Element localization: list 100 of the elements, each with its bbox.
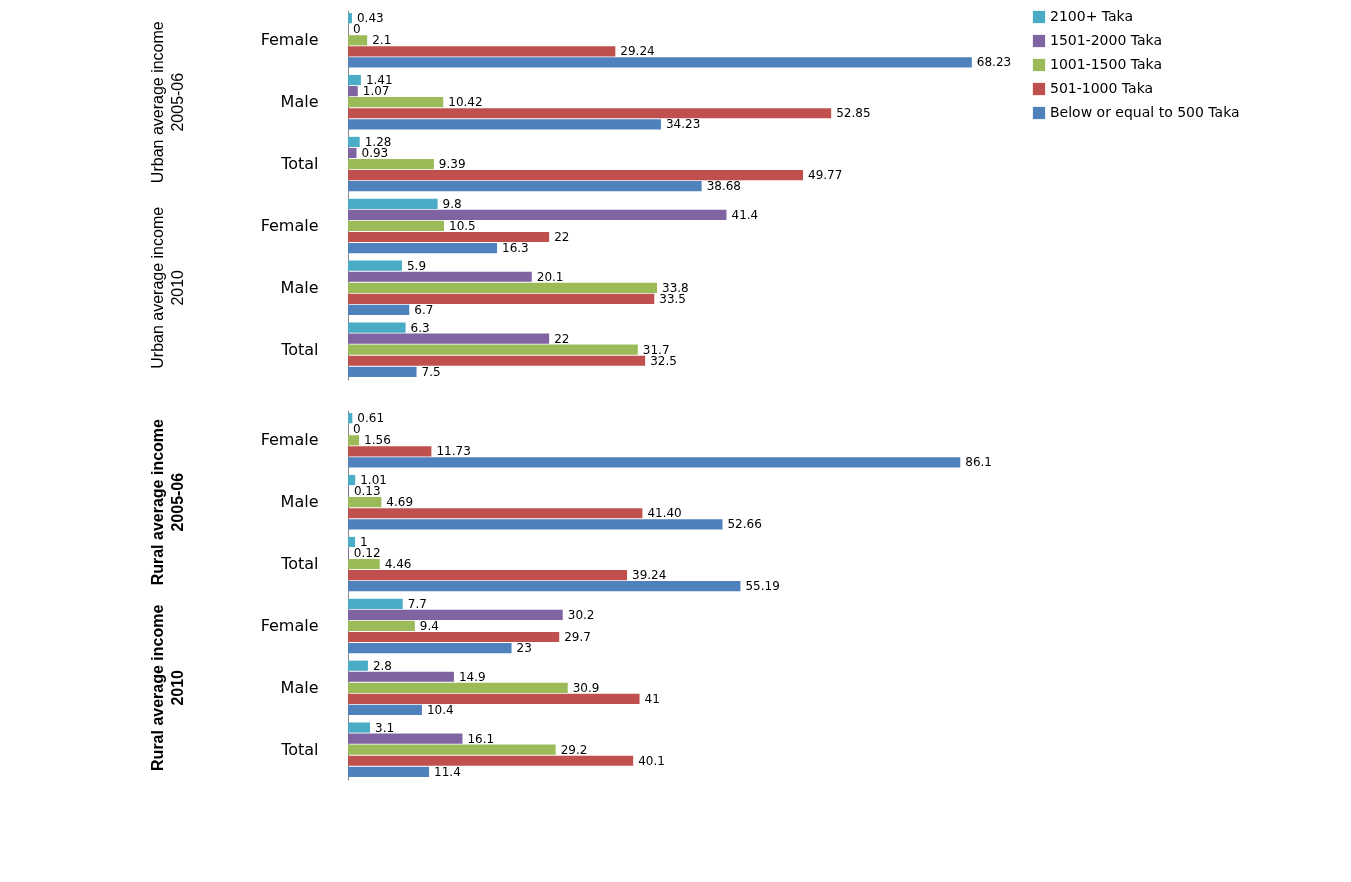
legend-label: 1501-2000 Taka bbox=[1050, 32, 1163, 48]
data-label: 11.73 bbox=[436, 444, 471, 459]
bar bbox=[348, 333, 550, 344]
y-tick-label: Male bbox=[280, 677, 319, 697]
data-label: 41.40 bbox=[647, 506, 682, 521]
bar bbox=[348, 536, 356, 548]
legend-label: 1001-1500 Taka bbox=[1050, 56, 1163, 72]
bar bbox=[348, 497, 382, 508]
data-label: 7.7 bbox=[407, 596, 427, 611]
legend-label: 501-1000 Taka bbox=[1050, 80, 1154, 96]
bar bbox=[348, 119, 661, 130]
data-label: 10.5 bbox=[449, 218, 476, 233]
y-tick-label: Total bbox=[280, 739, 319, 759]
y-tick-label: Male bbox=[280, 492, 319, 512]
y-tick-label: Male bbox=[280, 277, 319, 297]
data-label: 41.4 bbox=[731, 207, 759, 222]
data-label: 1.56 bbox=[364, 433, 391, 448]
data-label: 38.68 bbox=[706, 179, 742, 194]
bar bbox=[348, 733, 463, 744]
bar bbox=[348, 598, 403, 609]
data-label: 52.66 bbox=[727, 517, 762, 532]
bar bbox=[348, 97, 444, 108]
data-label: 41 bbox=[644, 691, 660, 706]
data-label: 1.28 bbox=[364, 134, 392, 149]
bar bbox=[348, 209, 727, 220]
data-label: 5.9 bbox=[406, 258, 427, 273]
data-label: 4.46 bbox=[384, 557, 412, 572]
bar bbox=[348, 519, 723, 530]
legend-label: 2100+ Taka bbox=[1050, 8, 1134, 24]
bar bbox=[348, 413, 353, 424]
data-label: 68.23 bbox=[976, 55, 1012, 70]
bar bbox=[348, 271, 532, 282]
data-label: 16.1 bbox=[467, 731, 495, 746]
bar bbox=[348, 671, 454, 682]
data-label: 30.2 bbox=[567, 607, 595, 622]
bar bbox=[348, 344, 638, 355]
bar bbox=[348, 35, 368, 46]
data-label: 6.7 bbox=[414, 302, 434, 317]
data-label: 49.77 bbox=[808, 168, 843, 183]
bar bbox=[348, 136, 360, 148]
bar bbox=[348, 642, 512, 654]
bar bbox=[348, 158, 434, 170]
data-label: 30.9 bbox=[572, 680, 600, 695]
bar bbox=[348, 744, 556, 755]
data-label: 2.1 bbox=[372, 33, 392, 48]
data-label: 22 bbox=[554, 331, 570, 346]
y-tick-label: Female bbox=[260, 615, 319, 635]
data-label: 9.8 bbox=[442, 196, 462, 211]
data-label: 3.1 bbox=[375, 720, 395, 735]
bar bbox=[348, 282, 658, 293]
data-label: 0.93 bbox=[361, 146, 389, 160]
data-label: 9.39 bbox=[438, 157, 466, 172]
y-tick-label: Male bbox=[280, 92, 319, 112]
data-label: 6.3 bbox=[410, 320, 430, 335]
y-tick-label: Female bbox=[260, 215, 319, 235]
data-label: 20.1 bbox=[536, 269, 564, 284]
data-label: 0.12 bbox=[353, 546, 381, 560]
bar bbox=[348, 693, 640, 704]
bar bbox=[348, 13, 352, 24]
bar bbox=[348, 304, 410, 316]
bar bbox=[348, 722, 371, 733]
bar bbox=[348, 435, 360, 446]
data-label: 29.7 bbox=[564, 630, 591, 644]
data-label: 55.19 bbox=[745, 579, 780, 594]
data-label: 22 bbox=[554, 230, 570, 244]
data-label: 0 bbox=[353, 422, 361, 437]
bar bbox=[348, 474, 356, 486]
y-tick-label: Total bbox=[280, 154, 319, 174]
bar bbox=[348, 46, 616, 57]
text: Urban average income 2010 bbox=[149, 206, 186, 369]
bar bbox=[348, 682, 568, 693]
bar bbox=[348, 755, 634, 766]
data-label: 4.69 bbox=[386, 495, 414, 510]
data-label: 11.4 bbox=[434, 764, 461, 779]
data-label: 39.24 bbox=[632, 568, 667, 583]
y-tick-label: Female bbox=[260, 30, 319, 50]
y-tick-label: Total bbox=[280, 554, 319, 574]
bar bbox=[348, 147, 357, 159]
bar bbox=[348, 57, 972, 68]
data-label: 16.3 bbox=[502, 241, 529, 256]
bar bbox=[348, 108, 832, 119]
bar bbox=[348, 508, 643, 519]
data-label: 2.8 bbox=[372, 658, 392, 673]
bar bbox=[348, 766, 430, 777]
data-label: 29.24 bbox=[620, 44, 655, 59]
bar bbox=[348, 620, 415, 632]
bar bbox=[348, 220, 444, 232]
data-label: 9.4 bbox=[419, 618, 439, 633]
bar bbox=[348, 446, 432, 457]
bar bbox=[348, 322, 406, 333]
data-label: 10.4 bbox=[426, 702, 454, 717]
data-label: 10.42 bbox=[448, 95, 483, 110]
bar bbox=[348, 242, 498, 254]
data-label: 23 bbox=[516, 641, 532, 656]
data-label: 7.5 bbox=[421, 364, 441, 379]
text: Rural average income 2005-06 bbox=[149, 418, 186, 586]
y-tick-label: Female bbox=[260, 430, 319, 450]
legend-label: Below or equal to 500 Taka bbox=[1050, 104, 1240, 120]
bar bbox=[348, 366, 417, 377]
text: Urban average income 2005-06 bbox=[149, 21, 186, 184]
